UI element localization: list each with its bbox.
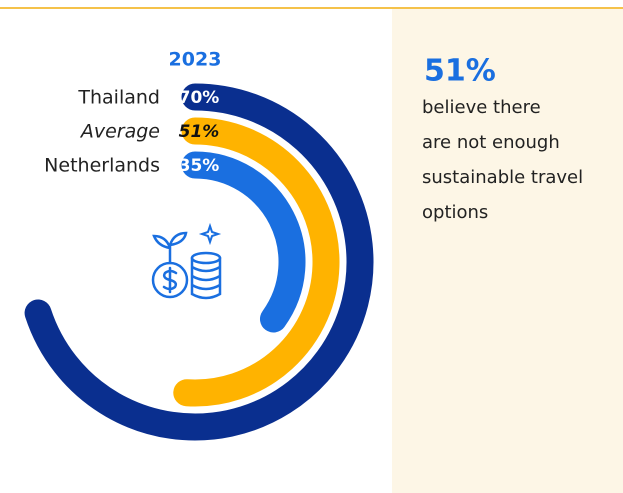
value-label: 70%: [179, 88, 220, 108]
callout-text: options: [422, 202, 488, 223]
category-label: Average: [79, 121, 160, 143]
category-label: Thailand: [77, 87, 160, 109]
callout-panel: [392, 9, 623, 493]
value-label: 51%: [179, 122, 220, 142]
radial-bar: [24, 83, 374, 441]
callout-text: believe there: [422, 97, 541, 118]
callout-text: are not enough: [422, 132, 560, 153]
value-label: 35%: [179, 156, 220, 176]
callout-text: sustainable travel: [422, 167, 583, 188]
money-icon: [151, 222, 222, 300]
category-label: Netherlands: [44, 155, 160, 177]
radial-bar: [181, 151, 306, 333]
callout-value: 51%: [424, 54, 496, 89]
chart-title: 2023: [169, 49, 222, 71]
radial-bar: [173, 117, 340, 407]
